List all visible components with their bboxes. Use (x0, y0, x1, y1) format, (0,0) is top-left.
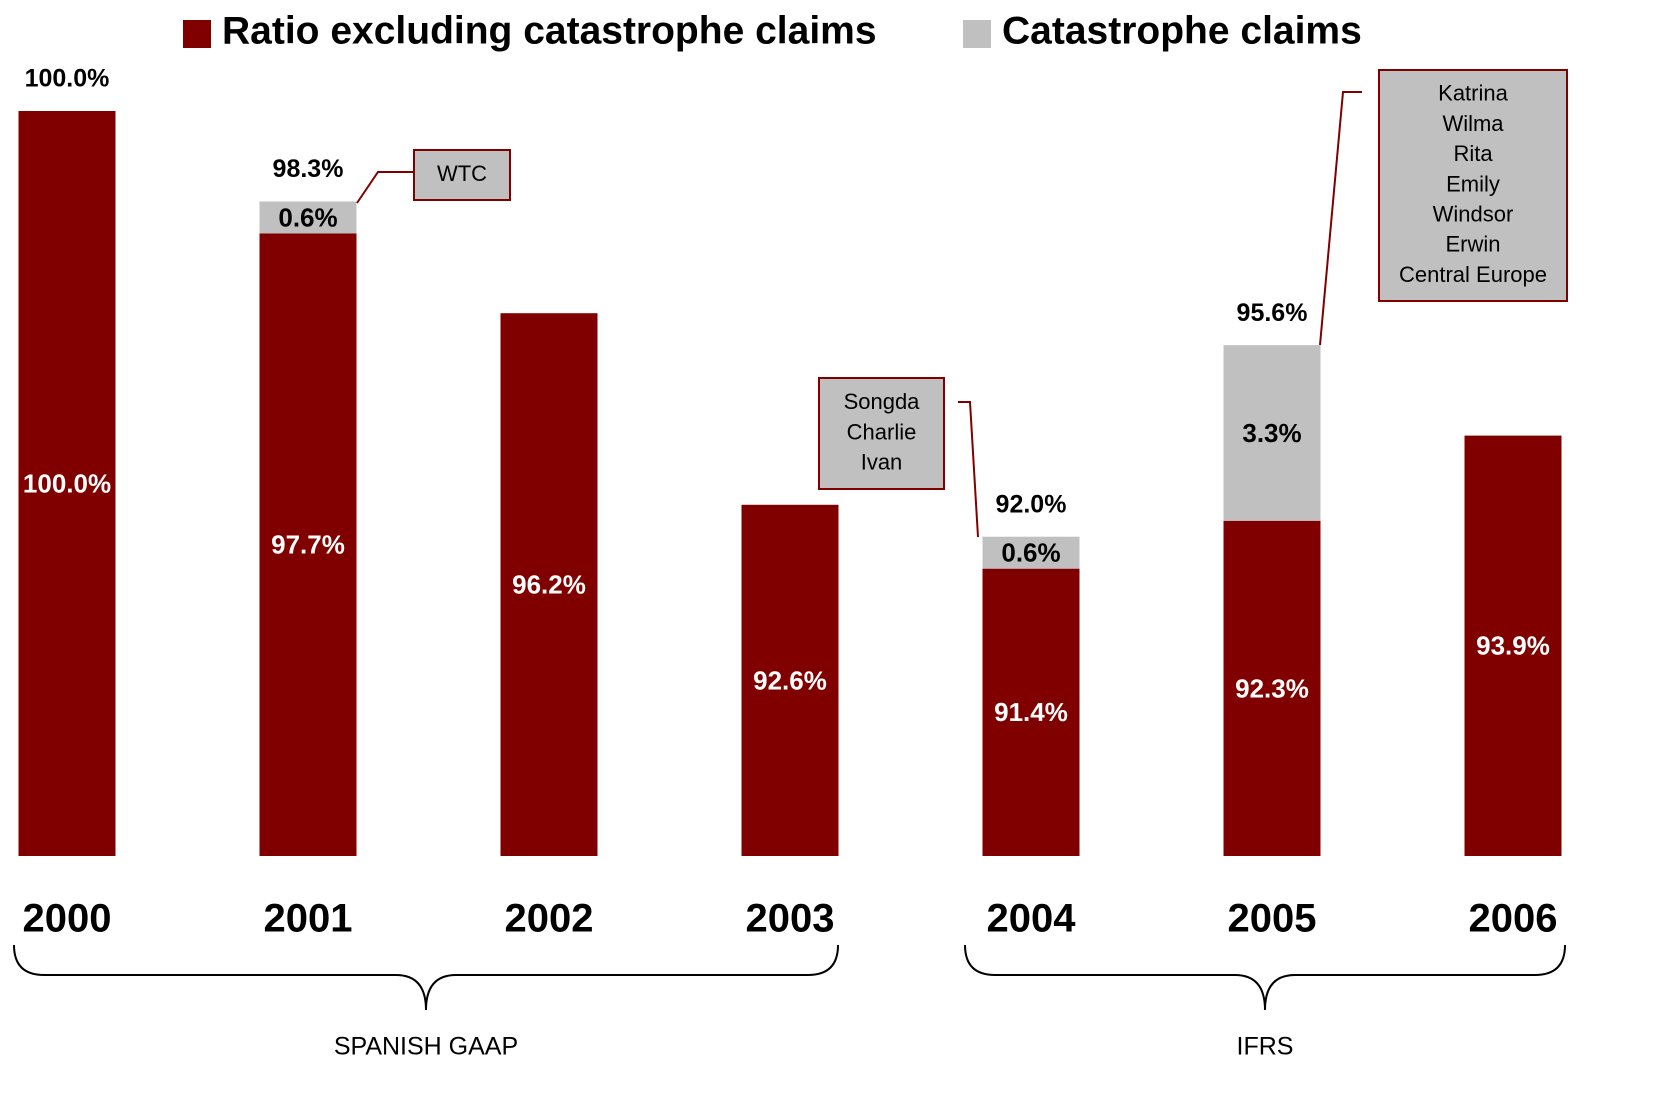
annotation-connector (356, 171, 414, 204)
value-label: 96.2% (512, 569, 586, 599)
annotation-text: WTC (437, 161, 487, 186)
annotation-box (818, 377, 945, 490)
legend-label: Ratio excluding catastrophe claims (222, 9, 877, 52)
category-label: 2003 (746, 897, 835, 941)
category-label: 2001 (264, 897, 353, 941)
bar-segment (1223, 345, 1321, 521)
bar-segment (982, 536, 1080, 569)
bar-segment (1223, 520, 1321, 856)
annotation-text: Central Europe (1399, 262, 1547, 287)
category-label: 2000 (23, 897, 112, 941)
value-label: 0.6% (278, 202, 337, 232)
legend-label: Catastrophe claims (1002, 9, 1362, 52)
total-label: 95.6% (1237, 299, 1308, 327)
bar-segment (259, 201, 357, 234)
category-label: 2005 (1228, 897, 1317, 941)
group-label: SPANISH GAAP (334, 1033, 518, 1061)
value-label: 92.6% (753, 665, 827, 695)
category-label: 2006 (1469, 897, 1558, 941)
group-label: IFRS (1237, 1033, 1294, 1061)
category-label: 2002 (505, 897, 594, 941)
annotation-text: Rita (1453, 141, 1493, 166)
value-label: 100.0% (23, 468, 111, 498)
bar-segment (1464, 435, 1562, 856)
bar-segment (741, 504, 839, 856)
bar-segment (259, 233, 357, 857)
value-label: 92.3% (1235, 673, 1309, 703)
group-brace (964, 944, 1566, 1011)
annotation-box (413, 149, 511, 201)
annotation-text: Ivan (861, 450, 903, 475)
annotation-text: Songda (844, 389, 921, 414)
value-label: 3.3% (1242, 418, 1301, 448)
legend-swatch (963, 20, 991, 48)
bar-segment (18, 111, 116, 856)
total-label: 98.3% (273, 155, 344, 183)
annotation-box (1378, 69, 1568, 302)
annotation-text: Emily (1446, 171, 1500, 196)
value-label: 91.4% (994, 697, 1068, 727)
legend-swatch (183, 20, 211, 48)
annotation-text: Erwin (1445, 232, 1500, 257)
bar-segment (500, 313, 598, 856)
category-label: 2004 (987, 897, 1077, 941)
value-label: 97.7% (271, 530, 345, 560)
value-label: 0.6% (1001, 538, 1060, 568)
annotation-connector (1319, 91, 1362, 346)
bar-segment (982, 568, 1080, 856)
annotation-text: Katrina (1438, 81, 1508, 106)
annotation-connector (958, 401, 979, 538)
group-brace (13, 944, 839, 1011)
annotation-text: Charlie (847, 419, 917, 444)
total-label: 92.0% (996, 490, 1067, 518)
value-label: 93.9% (1476, 631, 1550, 661)
annotation-text: Wilma (1442, 111, 1504, 136)
total-label: 100.0% (25, 65, 110, 93)
annotation-text: Windsor (1433, 202, 1514, 227)
